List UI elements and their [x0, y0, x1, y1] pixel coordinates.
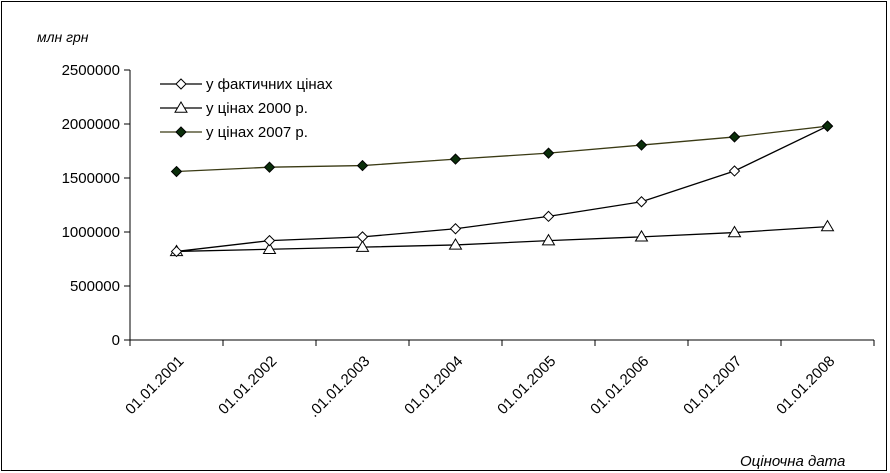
y-tick-label: 500000	[70, 278, 120, 295]
legend-box	[152, 68, 435, 160]
x-tick-label: 01.01.2005	[494, 353, 559, 418]
x-tick-label: 01.01.2008	[773, 353, 838, 418]
legend-entry: у цінах 2007 р.	[160, 124, 308, 141]
data-point	[449, 223, 462, 235]
y-tick-label: 1500000	[62, 170, 120, 187]
y-axis-label: млн грн	[37, 29, 89, 45]
series-line	[176, 125, 828, 253]
series-layer	[169, 120, 835, 258]
y-tick-label: 2500000	[62, 62, 120, 79]
data-point	[634, 229, 649, 242]
data-point	[728, 165, 741, 177]
x-tick-label: 01.01.2001	[122, 353, 187, 418]
series-3	[170, 120, 834, 178]
y-tick-label: 1000000	[62, 224, 120, 241]
y-tick-label: 2000000	[62, 116, 120, 133]
x-tick-label: 01.01.2004	[401, 353, 466, 418]
data-point	[728, 131, 741, 143]
data-point	[727, 225, 742, 238]
data-point	[542, 147, 555, 159]
legend-marker	[175, 78, 187, 90]
series-2	[169, 219, 835, 257]
series-line	[176, 125, 828, 173]
series-line	[176, 225, 828, 253]
data-point	[448, 237, 463, 250]
legend-marker	[174, 101, 188, 113]
x-tick-label: .01.01.2003	[305, 353, 373, 421]
x-tick-label: 01.01.2006	[587, 353, 652, 418]
data-point	[355, 240, 370, 252]
x-axis-label: Оціночна дата	[740, 453, 845, 470]
data-point	[170, 165, 183, 178]
data-point	[263, 161, 276, 173]
data-point	[635, 196, 648, 208]
legend-marker	[175, 126, 187, 138]
data-point	[820, 219, 835, 232]
data-point	[170, 245, 183, 258]
legend-entry: у цінах 2000 р.	[160, 100, 308, 117]
legend-label: у цінах 2007 р.	[206, 124, 308, 141]
data-point	[635, 139, 648, 151]
data-point	[449, 153, 462, 165]
legend-label: у цінах 2000 р.	[206, 100, 308, 117]
data-point	[356, 231, 369, 243]
legend-entry: у фактичних цінах	[160, 76, 333, 93]
legend-label: у фактичних цінах	[206, 76, 333, 93]
x-tick-label: 01.01.2002	[215, 353, 280, 418]
data-point	[821, 120, 834, 132]
data-point	[262, 242, 277, 254]
data-point	[541, 233, 556, 246]
y-tick-label: 0	[112, 332, 120, 349]
data-point	[263, 234, 276, 247]
legend: у фактичних цінах у цінах 2000 р. у цінах …	[152, 68, 435, 160]
data-point	[356, 159, 369, 172]
data-point	[542, 210, 555, 223]
x-tick-label: 01.01.2007	[680, 353, 745, 418]
